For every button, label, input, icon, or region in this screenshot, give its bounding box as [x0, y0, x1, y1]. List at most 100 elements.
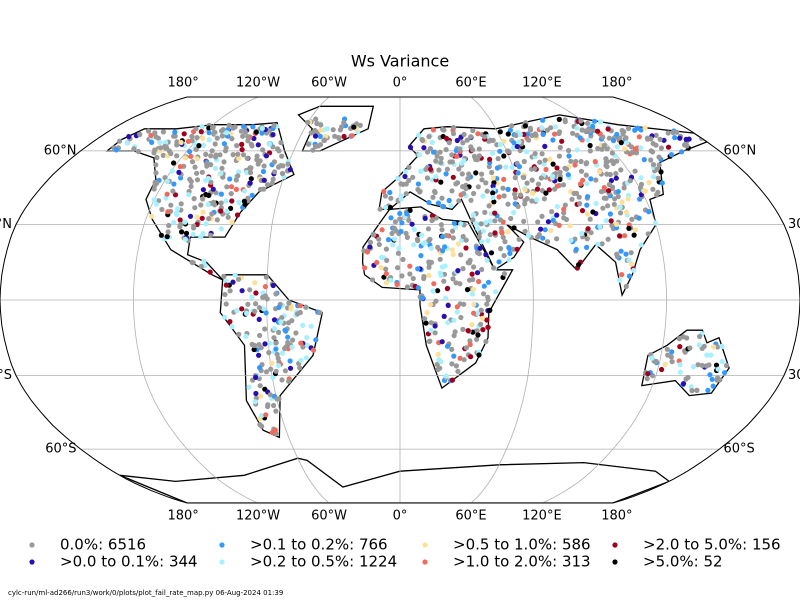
station	[648, 157, 654, 163]
station	[457, 355, 463, 361]
station	[289, 344, 295, 350]
station	[483, 180, 489, 186]
station	[548, 228, 554, 234]
station	[437, 256, 443, 262]
station	[280, 163, 286, 169]
station	[262, 293, 268, 299]
station	[443, 171, 449, 177]
station	[494, 165, 500, 171]
station	[529, 198, 535, 204]
station	[433, 174, 439, 180]
station	[332, 133, 338, 139]
station	[489, 150, 496, 156]
station	[443, 232, 449, 239]
station	[606, 135, 613, 141]
station	[613, 175, 619, 181]
station	[486, 164, 492, 170]
station	[182, 236, 188, 242]
station	[475, 184, 481, 190]
station	[218, 191, 224, 197]
station	[271, 122, 277, 129]
station	[557, 169, 563, 175]
station	[683, 376, 689, 382]
station	[463, 345, 469, 351]
station	[252, 280, 258, 286]
station	[227, 319, 233, 325]
station	[165, 209, 171, 215]
station	[521, 158, 527, 165]
station	[476, 234, 482, 240]
station	[471, 301, 477, 307]
station	[269, 180, 275, 186]
station	[658, 145, 665, 151]
station	[422, 215, 428, 221]
station	[297, 309, 303, 316]
station	[573, 246, 579, 252]
station	[515, 170, 521, 176]
station	[287, 358, 293, 364]
station	[652, 220, 659, 226]
station	[137, 131, 143, 138]
station	[341, 133, 347, 140]
station	[290, 337, 296, 343]
station	[165, 229, 171, 235]
station	[192, 205, 198, 211]
station	[674, 129, 680, 135]
station	[436, 167, 442, 173]
station	[457, 146, 463, 152]
station	[596, 169, 603, 175]
station	[260, 306, 267, 312]
station	[367, 244, 373, 250]
station	[236, 155, 242, 161]
station	[557, 144, 563, 151]
station	[187, 149, 193, 155]
station	[310, 347, 317, 353]
station	[226, 122, 232, 128]
station	[198, 202, 204, 208]
station	[461, 190, 467, 197]
station	[245, 134, 251, 140]
station	[683, 136, 689, 142]
station	[152, 147, 158, 153]
station	[248, 176, 254, 182]
station	[223, 301, 229, 307]
station	[487, 218, 493, 224]
station	[383, 246, 389, 252]
station	[592, 159, 598, 165]
station	[710, 383, 716, 389]
station	[636, 215, 642, 221]
station	[437, 270, 443, 276]
station	[474, 328, 480, 334]
station	[263, 310, 269, 316]
top-label: 120°W	[236, 76, 280, 91]
station	[488, 250, 495, 256]
station	[481, 283, 487, 289]
station	[249, 294, 255, 300]
station	[258, 345, 264, 351]
station	[617, 210, 624, 216]
station	[172, 192, 179, 198]
station	[516, 164, 523, 170]
station	[430, 149, 437, 155]
station	[568, 158, 574, 164]
station	[705, 387, 711, 393]
station	[219, 165, 225, 171]
station	[407, 144, 414, 150]
station	[285, 161, 291, 167]
station	[695, 362, 701, 368]
station	[483, 338, 489, 345]
station	[381, 188, 387, 194]
station	[171, 219, 177, 226]
station	[459, 171, 465, 177]
bottom-label: 180°	[601, 509, 632, 524]
station	[446, 197, 452, 204]
station	[669, 359, 675, 365]
station	[222, 148, 229, 154]
station	[613, 171, 619, 177]
station	[253, 374, 259, 380]
station	[461, 131, 467, 138]
station	[214, 217, 220, 223]
station	[550, 161, 556, 167]
station	[486, 203, 492, 209]
station	[163, 139, 169, 145]
